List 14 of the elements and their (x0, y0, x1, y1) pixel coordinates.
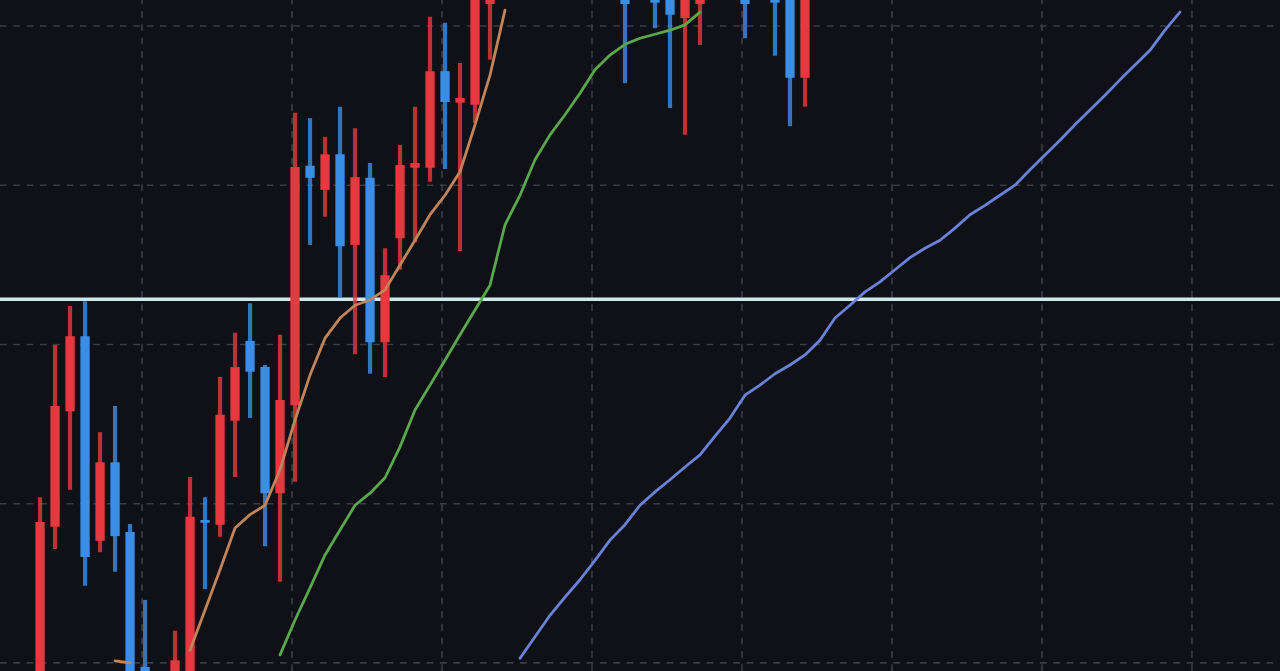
candlestick (650, 0, 660, 29)
candlestick (770, 0, 780, 56)
candlestick (485, 0, 495, 60)
candlestick (665, 0, 675, 109)
candlestick (200, 497, 210, 590)
candlestick (410, 106, 420, 243)
candlestick (680, 0, 690, 135)
candlestick (695, 0, 705, 45)
candlestick (305, 118, 315, 245)
candlestick (455, 63, 465, 251)
candlestick (170, 630, 180, 671)
candlestick (740, 0, 750, 39)
candlestick (620, 0, 630, 84)
candlestick (140, 599, 150, 671)
